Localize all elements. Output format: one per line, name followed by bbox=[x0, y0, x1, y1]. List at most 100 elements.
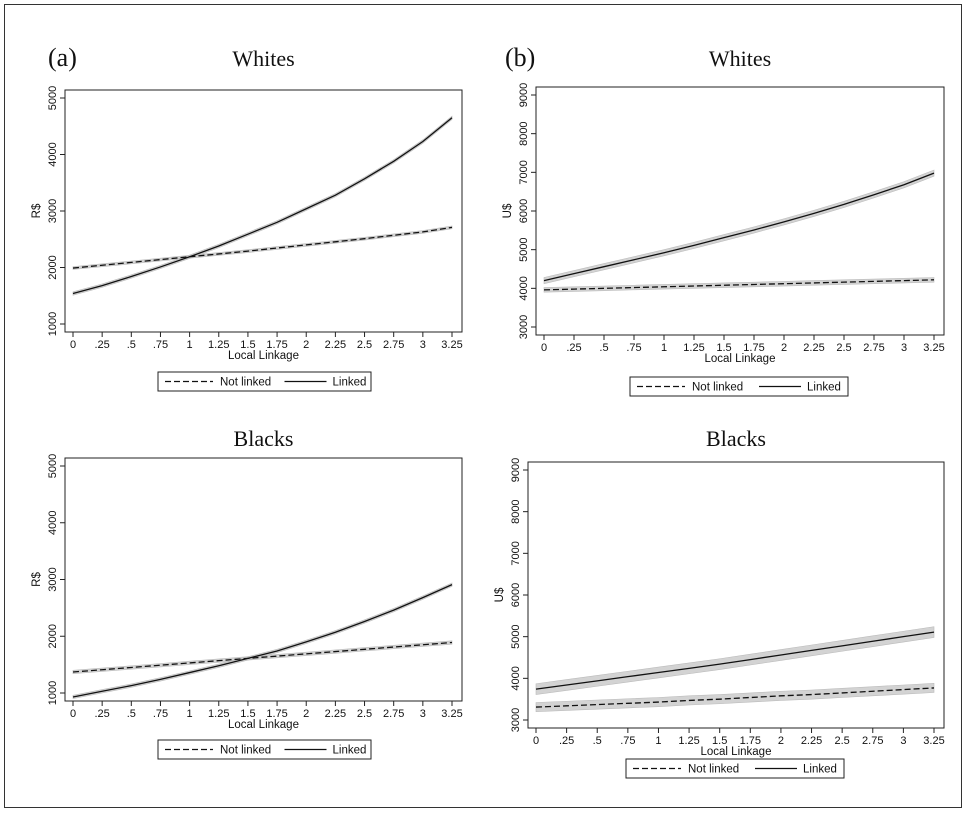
legend-label-not-linked: Not linked bbox=[688, 764, 739, 776]
y-tick-label: 2000 bbox=[47, 255, 59, 279]
x-tick-label: 2.25 bbox=[803, 342, 824, 354]
legend: Not linked Linked bbox=[157, 739, 372, 760]
x-tick-label: 1.5 bbox=[716, 342, 731, 354]
legend-label-not-linked: Not linked bbox=[692, 382, 743, 394]
y-tick-label: 6000 bbox=[510, 583, 522, 607]
x-tick-label: 3 bbox=[900, 735, 906, 747]
y-tick-label: 4000 bbox=[47, 511, 59, 535]
x-tick-label: 1.75 bbox=[743, 342, 764, 354]
x-tick-label: 2.25 bbox=[325, 708, 346, 720]
x-tick-label: 0 bbox=[70, 708, 76, 720]
x-tick-label: 3 bbox=[901, 342, 907, 354]
x-tick-label: 1.25 bbox=[208, 339, 229, 351]
x-tick-label: .75 bbox=[626, 342, 641, 354]
x-tick-label: .5 bbox=[127, 339, 136, 351]
y-tick-label: 9000 bbox=[518, 83, 530, 107]
x-tick-label: 2 bbox=[778, 735, 784, 747]
x-tick-label: .25 bbox=[95, 708, 110, 720]
x-tick-label: 2.5 bbox=[357, 339, 372, 351]
y-tick-label: 3000 bbox=[47, 199, 59, 223]
x-tick-label: 2.75 bbox=[863, 342, 884, 354]
x-axis-title: Local Linkage bbox=[228, 350, 299, 362]
x-tick-label: 3 bbox=[420, 708, 426, 720]
chart-title: Blacks bbox=[706, 426, 766, 451]
y-tick-label: 7000 bbox=[510, 541, 522, 565]
x-tick-label: .5 bbox=[593, 735, 602, 747]
x-tick-label: 3.25 bbox=[923, 342, 944, 354]
plot-area bbox=[535, 86, 945, 336]
y-axis-title: U$ bbox=[502, 203, 514, 218]
y-tick-label: 2000 bbox=[47, 624, 59, 648]
x-axis-title: Local Linkage bbox=[228, 719, 299, 731]
x-tick-label: 2.75 bbox=[383, 708, 404, 720]
ci-band bbox=[72, 115, 453, 296]
figure-frame bbox=[4, 4, 962, 808]
series-not-linked-line bbox=[543, 279, 935, 291]
x-tick-label: 0 bbox=[70, 339, 76, 351]
legend: Not linked Linked bbox=[157, 371, 372, 392]
x-tick-label: 1 bbox=[187, 339, 193, 351]
y-tick-label: 3000 bbox=[518, 315, 530, 339]
x-tick-label: 1.5 bbox=[712, 735, 727, 747]
series-not-linked-line bbox=[72, 641, 453, 673]
y-tick-label: 8000 bbox=[518, 121, 530, 145]
x-tick-label: 1.25 bbox=[678, 735, 699, 747]
legend-label-linked: Linked bbox=[807, 382, 841, 394]
panel-label: (a) bbox=[48, 43, 77, 72]
plot-area bbox=[64, 457, 463, 702]
x-tick-label: .5 bbox=[127, 708, 136, 720]
y-tick-label: 5000 bbox=[510, 624, 522, 648]
panel-label: (b) bbox=[505, 43, 535, 72]
x-tick-label: 1.25 bbox=[683, 342, 704, 354]
series-linked-line bbox=[72, 117, 453, 295]
y-tick-label: 4000 bbox=[510, 666, 522, 690]
y-tick-label: 5000 bbox=[518, 237, 530, 261]
series-not-linked-line bbox=[535, 687, 935, 708]
x-tick-label: .75 bbox=[153, 708, 168, 720]
x-tick-label: 3.25 bbox=[441, 708, 462, 720]
ci-band bbox=[72, 582, 453, 700]
x-tick-label: 1.75 bbox=[740, 735, 761, 747]
x-tick-label: .25 bbox=[559, 735, 574, 747]
y-tick-label: 6000 bbox=[518, 199, 530, 223]
x-tick-label: .25 bbox=[95, 339, 110, 351]
y-axis-title: R$ bbox=[31, 203, 43, 218]
x-tick-label: 2 bbox=[781, 342, 787, 354]
legend-box bbox=[625, 758, 845, 779]
ci-band bbox=[543, 169, 935, 285]
chart-4: Blacks 0 .25 .5 .75 1 1.25 1.5 1.75 2 2.25 2.5 2.75 3… bbox=[494, 426, 945, 779]
ci-band bbox=[535, 683, 935, 712]
series-linked-line bbox=[72, 584, 453, 698]
chart-2: Whites 0 .25 .5 .75 1 1.25 1.5 1.75 2 2.25 2.5 2.75 3… bbox=[502, 46, 945, 397]
ci-band bbox=[535, 626, 935, 695]
chart-1: Whites 0 .25 .5 .75 1 1.25 1.5 1.75 2 2.25 2.5 2.75 3… bbox=[31, 46, 463, 392]
series-linked-line bbox=[543, 172, 935, 282]
x-tick-label: 1.5 bbox=[240, 339, 255, 351]
x-tick-label: 3.25 bbox=[923, 735, 944, 747]
x-tick-label: 1 bbox=[661, 342, 667, 354]
y-tick-label: 4000 bbox=[47, 142, 59, 166]
x-tick-label: 2.5 bbox=[835, 735, 850, 747]
chart-3: Blacks 0 .25 .5 .75 1 1.25 1.5 1.75 2 2.25 2.5 2.75 3… bbox=[31, 426, 463, 760]
legend-box bbox=[157, 739, 372, 760]
series-linked-line bbox=[535, 631, 935, 690]
x-tick-label: .5 bbox=[599, 342, 608, 354]
legend-label-linked: Linked bbox=[803, 764, 837, 776]
x-tick-label: 1.5 bbox=[240, 708, 255, 720]
y-tick-label: 9000 bbox=[510, 458, 522, 482]
x-axis-title: Local Linkage bbox=[705, 353, 776, 365]
y-tick-label: 8000 bbox=[510, 499, 522, 523]
legend-box bbox=[157, 371, 372, 392]
legend-label-linked: Linked bbox=[333, 377, 367, 389]
legend-label-not-linked: Not linked bbox=[220, 745, 271, 757]
x-tick-label: 3 bbox=[420, 339, 426, 351]
x-tick-label: 2.25 bbox=[801, 735, 822, 747]
y-tick-label: 3000 bbox=[510, 708, 522, 732]
series-not-linked-line bbox=[72, 226, 453, 269]
x-tick-label: 2.5 bbox=[357, 708, 372, 720]
y-tick-label: 3000 bbox=[47, 567, 59, 591]
legend-label-linked: Linked bbox=[333, 745, 367, 757]
legend: Not linked Linked bbox=[629, 376, 849, 397]
x-tick-label: 1.75 bbox=[266, 339, 287, 351]
